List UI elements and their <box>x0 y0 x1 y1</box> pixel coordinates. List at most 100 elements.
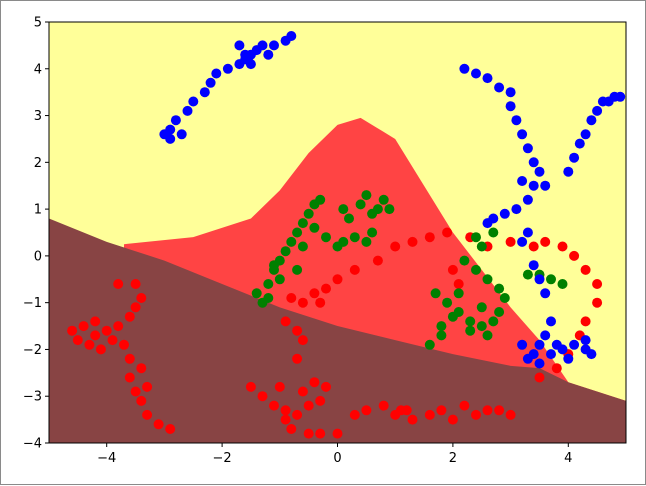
data-point <box>494 405 505 416</box>
data-point <box>522 353 533 364</box>
y-axis: −4 −3 −2 −1 0 1 2 3 4 5 <box>23 16 49 452</box>
data-point <box>199 87 210 98</box>
data-point <box>130 386 141 397</box>
data-point <box>528 241 539 252</box>
data-point <box>303 400 314 411</box>
data-point <box>424 339 435 350</box>
data-point <box>580 129 591 140</box>
y-tick-label: 0 <box>34 249 42 264</box>
data-point <box>499 208 510 219</box>
x-tick-label: −4 <box>97 451 116 466</box>
data-point <box>390 241 401 252</box>
x-tick-label: 2 <box>449 451 457 466</box>
data-point <box>534 372 545 383</box>
data-point <box>459 63 470 74</box>
data-point <box>482 73 493 84</box>
data-point <box>522 194 533 205</box>
data-point <box>67 325 78 336</box>
data-point <box>292 409 303 420</box>
data-point <box>349 232 360 243</box>
data-point <box>442 227 453 238</box>
data-point <box>546 349 556 360</box>
data-point <box>344 213 354 224</box>
data-point <box>222 63 233 74</box>
data-point <box>361 405 372 416</box>
data-point <box>569 250 580 261</box>
data-point <box>522 143 533 154</box>
data-point <box>453 288 464 299</box>
data-point <box>447 264 458 275</box>
data-point <box>424 232 435 243</box>
data-point <box>528 157 539 168</box>
data-point <box>182 105 193 116</box>
series-1 <box>251 190 568 350</box>
data-point <box>361 190 372 201</box>
data-point <box>205 77 216 88</box>
data-point <box>505 87 516 98</box>
data-point <box>251 288 262 299</box>
data-point <box>297 218 308 229</box>
data-point <box>459 400 470 411</box>
data-point <box>471 68 481 79</box>
data-point <box>338 236 349 247</box>
data-point <box>401 405 412 416</box>
data-point <box>280 405 291 416</box>
data-point <box>361 236 372 247</box>
data-point <box>569 152 580 163</box>
data-point <box>546 316 556 327</box>
data-point <box>274 381 285 392</box>
data-point <box>465 325 476 336</box>
data-point <box>384 204 395 215</box>
data-point <box>447 414 458 425</box>
data-point <box>263 293 274 303</box>
data-point <box>580 264 591 275</box>
data-point <box>165 424 176 434</box>
data-point <box>517 129 528 140</box>
y-tick-label: 5 <box>34 16 42 31</box>
data-point <box>124 372 135 383</box>
data-point <box>505 236 516 247</box>
data-point <box>142 381 153 392</box>
data-point <box>269 260 279 271</box>
data-point <box>315 297 326 308</box>
data-point <box>592 279 603 289</box>
data-point <box>471 409 481 420</box>
data-point <box>95 344 106 355</box>
x-tick-label: −2 <box>213 451 232 466</box>
y-tick-label: −2 <box>23 343 42 358</box>
data-point <box>430 288 441 299</box>
data-point <box>263 49 274 60</box>
data-point <box>113 321 124 332</box>
data-point <box>332 428 343 439</box>
data-point <box>297 241 308 252</box>
data-point <box>424 409 435 420</box>
x-tick-label: 0 <box>333 451 341 466</box>
data-point <box>142 409 153 420</box>
data-point <box>165 124 176 135</box>
data-point <box>378 400 389 411</box>
data-point <box>315 395 326 406</box>
data-point <box>234 40 245 51</box>
data-point <box>505 101 516 112</box>
y-tick-label: −1 <box>23 296 42 311</box>
x-tick-label: 4 <box>564 451 572 466</box>
data-point <box>494 307 505 317</box>
data-point <box>378 194 389 205</box>
data-point <box>297 386 308 397</box>
data-point <box>563 166 574 177</box>
data-point <box>436 330 447 341</box>
data-point <box>286 236 297 247</box>
data-point <box>165 133 176 144</box>
series-2 <box>159 31 626 369</box>
data-point <box>436 405 447 416</box>
data-point <box>482 274 493 285</box>
data-point <box>471 264 481 275</box>
data-point <box>540 180 551 191</box>
data-point <box>274 274 285 285</box>
data-point <box>534 358 545 369</box>
data-point <box>303 428 314 439</box>
data-point <box>257 40 268 51</box>
x-axis: −4 −2 0 2 4 <box>97 443 572 466</box>
data-point <box>592 297 603 308</box>
data-point <box>130 302 141 313</box>
